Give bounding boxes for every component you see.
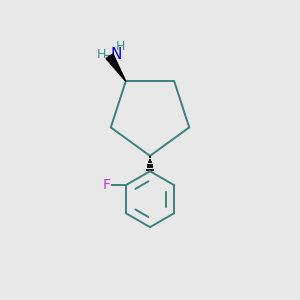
Polygon shape <box>106 54 126 81</box>
Text: N: N <box>110 47 122 62</box>
Text: H: H <box>97 48 106 61</box>
Text: F: F <box>102 178 110 192</box>
Text: H: H <box>116 40 125 53</box>
